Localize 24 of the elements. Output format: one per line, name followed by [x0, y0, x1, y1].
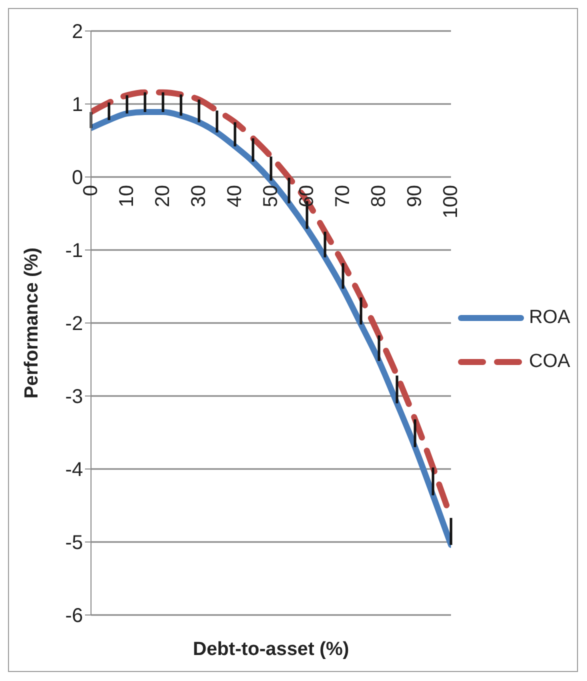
x-tick-label: 90 — [404, 185, 426, 208]
y-tick-label: 1 — [72, 94, 83, 116]
x-tick-label: 60 — [296, 185, 318, 208]
y-tick-label: -3 — [65, 386, 83, 408]
legend-label: ROA — [529, 307, 570, 329]
x-tick-label: 0 — [80, 185, 102, 196]
y-axis-title: Performance (%) — [22, 248, 43, 398]
x-axis-title: Debt-to-asset (%) — [192, 639, 350, 660]
y-tick-label: -5 — [65, 532, 83, 554]
legend-label: COA — [529, 351, 570, 373]
x-tick-label: 70 — [332, 185, 354, 208]
y-tick-label: -4 — [65, 459, 83, 482]
x-tick-label: 80 — [368, 185, 390, 208]
y-tick-label: -2 — [65, 313, 83, 336]
x-tick-label: 40 — [224, 185, 246, 208]
x-tick-label: 30 — [188, 185, 210, 208]
y-tick-label: -1 — [65, 240, 83, 262]
x-tick-label: 50 — [260, 185, 282, 208]
x-tick-label: 10 — [116, 185, 138, 208]
x-tick-label: 20 — [152, 185, 174, 208]
y-tick-label: -6 — [65, 605, 83, 628]
y-tick-label: 2 — [72, 21, 83, 44]
y-tick-label: 0 — [72, 167, 83, 190]
x-tick-label: 100 — [440, 185, 462, 218]
